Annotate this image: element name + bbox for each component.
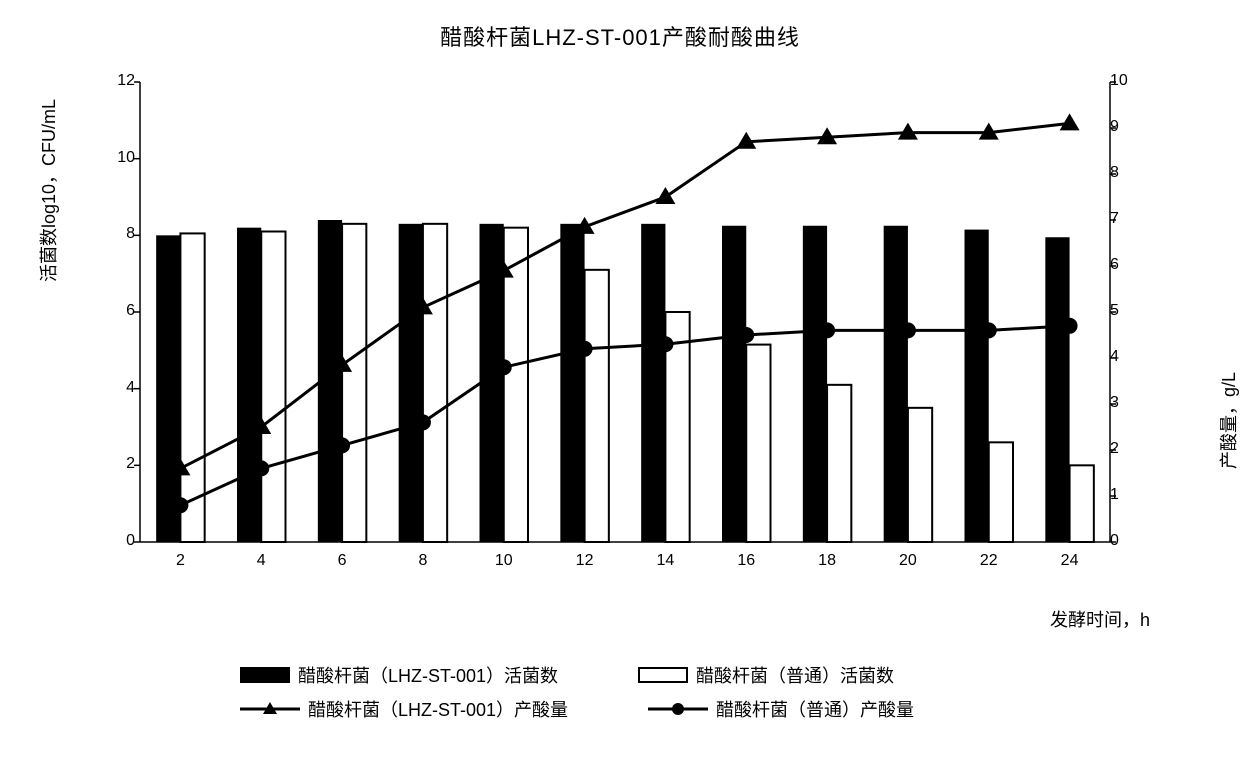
legend-label: 醋酸杆菌（LHZ-ST-001）活菌数 bbox=[298, 662, 558, 688]
y-left-tick: 6 bbox=[105, 302, 135, 320]
x-tick: 24 bbox=[1050, 552, 1090, 570]
legend-label: 醋酸杆菌（LHZ-ST-001）产酸量 bbox=[308, 696, 568, 722]
plot-svg bbox=[140, 82, 1110, 542]
legend-item-bar-lhz: 醋酸杆菌（LHZ-ST-001）活菌数 bbox=[240, 662, 558, 688]
legend-label: 醋酸杆菌（普通）活菌数 bbox=[696, 662, 894, 688]
legend-swatch-white-bar bbox=[638, 667, 688, 683]
y-right-tick: 3 bbox=[1110, 394, 1140, 412]
y-right-tick: 1 bbox=[1110, 486, 1140, 504]
x-tick: 22 bbox=[969, 552, 1009, 570]
y-left-tick: 10 bbox=[105, 149, 135, 167]
x-axis-label: 发酵时间，h bbox=[1050, 606, 1150, 632]
y-left-tick: 8 bbox=[105, 225, 135, 243]
x-tick: 12 bbox=[565, 552, 605, 570]
x-tick: 10 bbox=[484, 552, 524, 570]
x-tick: 6 bbox=[322, 552, 362, 570]
y-right-tick: 7 bbox=[1110, 210, 1140, 228]
y-left-tick: 2 bbox=[105, 455, 135, 473]
y-right-tick: 4 bbox=[1110, 348, 1140, 366]
y-right-tick: 2 bbox=[1110, 440, 1140, 458]
x-tick: 18 bbox=[807, 552, 847, 570]
y-right-tick: 8 bbox=[1110, 164, 1140, 182]
legend-swatch-circle-line bbox=[648, 699, 708, 719]
plot-area: 活菌数log10，CFU/mL 产酸量，g/L 发酵时间，h 024681012… bbox=[40, 62, 1200, 582]
legend-row: 醋酸杆菌（LHZ-ST-001）活菌数 醋酸杆菌（普通）活菌数 bbox=[190, 662, 1140, 688]
x-tick: 20 bbox=[888, 552, 928, 570]
y-right-tick: 0 bbox=[1110, 532, 1140, 550]
y-left-tick: 0 bbox=[105, 532, 135, 550]
x-tick: 4 bbox=[241, 552, 281, 570]
legend-item-line-common: 醋酸杆菌（普通）产酸量 bbox=[648, 696, 914, 722]
y-right-tick: 9 bbox=[1110, 118, 1140, 136]
legend: 醋酸杆菌（LHZ-ST-001）活菌数 醋酸杆菌（普通）活菌数 醋酸杆菌（LHZ… bbox=[190, 662, 1140, 730]
legend-item-bar-common: 醋酸杆菌（普通）活菌数 bbox=[638, 662, 894, 688]
legend-label: 醋酸杆菌（普通）产酸量 bbox=[716, 696, 914, 722]
legend-item-line-lhz: 醋酸杆菌（LHZ-ST-001）产酸量 bbox=[240, 696, 568, 722]
y-right-tick: 5 bbox=[1110, 302, 1140, 320]
y-left-tick: 12 bbox=[105, 72, 135, 90]
chart-container: 醋酸杆菌LHZ-ST-001产酸耐酸曲线 活菌数log10，CFU/mL 产酸量… bbox=[40, 20, 1200, 740]
x-tick: 8 bbox=[403, 552, 443, 570]
y-right-axis-label: 产酸量，g/L bbox=[1215, 372, 1240, 469]
y-left-tick: 4 bbox=[105, 379, 135, 397]
x-tick: 2 bbox=[160, 552, 200, 570]
chart-title: 醋酸杆菌LHZ-ST-001产酸耐酸曲线 bbox=[40, 20, 1200, 52]
legend-swatch-triangle-line bbox=[240, 699, 300, 719]
x-tick: 16 bbox=[726, 552, 766, 570]
y-right-tick: 6 bbox=[1110, 256, 1140, 274]
legend-row: 醋酸杆菌（LHZ-ST-001）产酸量 醋酸杆菌（普通）产酸量 bbox=[190, 696, 1140, 722]
x-tick: 14 bbox=[645, 552, 685, 570]
legend-swatch-black-bar bbox=[240, 667, 290, 683]
y-right-tick: 10 bbox=[1110, 72, 1140, 90]
y-left-axis-label: 活菌数log10，CFU/mL bbox=[35, 99, 61, 282]
